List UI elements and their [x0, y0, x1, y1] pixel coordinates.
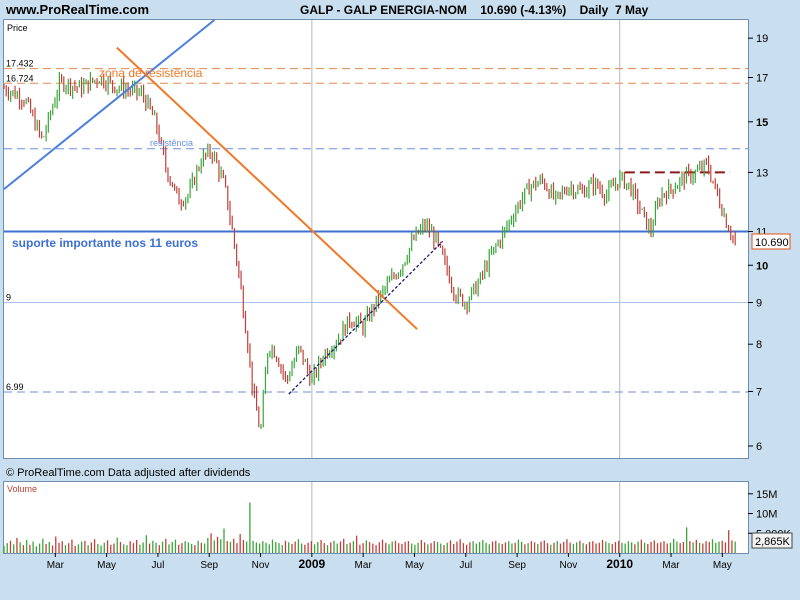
- x-tick-label: 2010: [606, 557, 633, 571]
- chart-title: GALP - GALP ENERGIA-NOM 10.690 (-4.13%) …: [300, 3, 649, 17]
- price-candles: [3, 71, 736, 429]
- trendline: [116, 46, 418, 330]
- x-tick-label: Sep: [200, 560, 218, 571]
- volume-tick-label: 10M: [756, 509, 777, 521]
- last-price-badge: [751, 233, 791, 250]
- volume-tick-label: 15M: [756, 489, 777, 501]
- trendline: [3, 19, 215, 190]
- last-volume-badge: [751, 532, 793, 549]
- x-tick-label: Nov: [560, 560, 578, 571]
- level-label: 9: [6, 293, 11, 303]
- y-tick-label: 10: [756, 260, 768, 272]
- y-tick-label: 19: [756, 33, 768, 45]
- y-tick-label: 17: [756, 73, 768, 85]
- x-tick-label: 2009: [299, 557, 326, 571]
- y-tick-label: 8: [756, 339, 762, 351]
- level-label: 16.724: [6, 73, 34, 83]
- x-tick-label: Nov: [252, 560, 270, 571]
- price-panel[interactable]: [3, 19, 749, 459]
- x-tick-label: Jul: [459, 560, 472, 571]
- y-tick-label: 11: [756, 227, 767, 239]
- volume-bars: [3, 502, 736, 553]
- x-tick-label: Mar: [662, 560, 680, 571]
- x-tick-label: May: [97, 560, 116, 571]
- annotation-support: suporte importante nos 11 euros: [12, 236, 198, 250]
- level-lines: 17.432 16.724 9 6.99: [4, 59, 748, 393]
- y-tick-label: 9: [756, 298, 762, 310]
- trendlines: [3, 19, 444, 395]
- level-label: 17.432: [6, 59, 34, 69]
- x-tick-label: Mar: [355, 560, 373, 571]
- level-label: 6.99: [6, 382, 24, 392]
- y-tick-label: 15: [756, 117, 768, 129]
- y-tick-label: 7: [756, 386, 762, 398]
- copyright-note: © ProRealTime.com Data adjusted after di…: [6, 467, 251, 479]
- x-tick-label: Mar: [47, 560, 65, 571]
- volume-panel[interactable]: [3, 481, 749, 554]
- last-volume-badge-text: 2,865K: [755, 536, 791, 548]
- volume-panel-label: Volume: [7, 484, 37, 494]
- x-tick-label: Jul: [152, 560, 165, 571]
- x-tick-label: May: [713, 560, 732, 571]
- y-tick-label: 6: [756, 441, 762, 453]
- annotation-resistance-zone: zona de resistência: [99, 66, 203, 80]
- y-tick-label: 13: [756, 167, 768, 179]
- axes: 6 7 8 9 10 11 13 15 17 19 Mar May Jul Sep Nov 2009 Mar Ma…: [47, 33, 792, 571]
- annotation-resistance: resistência: [150, 138, 193, 148]
- last-price-badge-text: 10.690: [755, 237, 789, 249]
- grid-layer: [311, 20, 621, 553]
- site-name: www.ProRealTime.com: [6, 2, 150, 17]
- price-panel-label: Price: [7, 23, 28, 33]
- trendline: [288, 240, 444, 395]
- x-tick-label: Sep: [508, 560, 526, 571]
- x-tick-label: May: [405, 560, 424, 571]
